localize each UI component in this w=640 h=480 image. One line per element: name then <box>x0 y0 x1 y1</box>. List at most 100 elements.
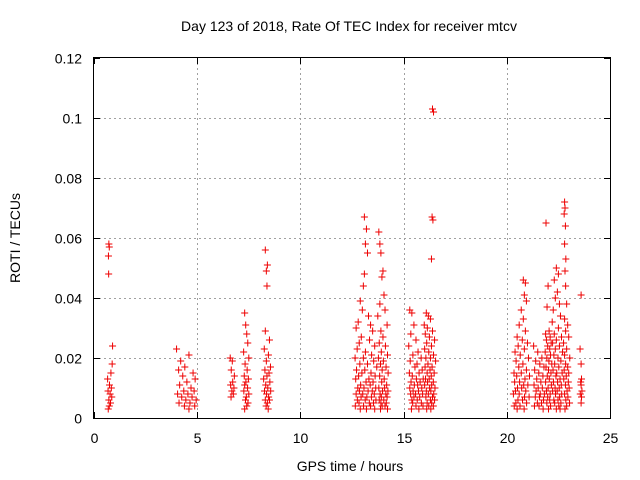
data-point <box>228 357 236 365</box>
data-point <box>227 366 235 374</box>
data-point <box>551 399 559 407</box>
data-point <box>421 363 429 371</box>
data-point <box>553 288 561 296</box>
data-point <box>513 333 521 341</box>
data-point <box>375 339 383 347</box>
data-point <box>551 345 559 353</box>
data-point <box>554 354 562 362</box>
data-point <box>382 399 390 407</box>
data-point <box>245 354 253 362</box>
data-point <box>563 345 571 353</box>
data-point <box>353 345 361 353</box>
data-point <box>360 213 368 221</box>
data-point <box>556 393 564 401</box>
data-point <box>369 399 377 407</box>
data-point <box>513 372 521 380</box>
data-point <box>577 360 585 368</box>
data-point <box>561 381 569 389</box>
data-point <box>520 405 528 413</box>
x-axis-label: GPS time / hours <box>297 458 404 474</box>
data-point <box>545 327 553 335</box>
data-point <box>362 405 370 413</box>
data-point <box>431 396 439 404</box>
data-point <box>543 399 551 407</box>
data-point <box>556 312 564 320</box>
data-point <box>550 351 558 359</box>
data-point <box>191 402 199 410</box>
data-point <box>361 240 369 248</box>
data-point <box>106 390 114 398</box>
data-point <box>263 261 271 269</box>
data-point <box>532 387 540 395</box>
data-point <box>535 402 543 410</box>
data-point <box>407 405 415 413</box>
data-point <box>187 384 195 392</box>
data-point <box>428 105 436 113</box>
data-point <box>525 393 533 401</box>
y-tick-label: 0.06 <box>55 231 82 247</box>
x-tick-label: 0 <box>91 430 99 446</box>
data-point <box>359 354 367 362</box>
data-point <box>261 366 269 374</box>
data-point <box>412 375 420 383</box>
data-point <box>424 360 432 368</box>
data-point <box>365 312 373 320</box>
data-point <box>566 354 574 362</box>
data-point <box>377 348 385 356</box>
data-point <box>265 393 273 401</box>
data-point <box>241 360 249 368</box>
data-point <box>104 375 112 383</box>
data-point <box>266 363 274 371</box>
y-tick-label: 0.1 <box>63 111 83 127</box>
data-point <box>240 348 248 356</box>
data-point <box>405 342 413 350</box>
data-point <box>377 249 385 257</box>
data-point <box>381 342 389 350</box>
data-point <box>521 327 529 335</box>
data-point <box>425 348 433 356</box>
data-point <box>561 267 569 275</box>
data-point <box>551 294 559 302</box>
data-point <box>358 306 366 314</box>
data-point <box>366 381 374 389</box>
data-point <box>549 339 557 347</box>
data-point <box>512 357 520 365</box>
data-point <box>426 315 434 323</box>
data-point <box>542 336 550 344</box>
data-point <box>549 306 557 314</box>
data-point <box>244 384 252 392</box>
data-point <box>576 345 584 353</box>
data-point <box>362 225 370 233</box>
data-point <box>359 390 367 398</box>
data-point <box>534 348 542 356</box>
data-point <box>566 399 574 407</box>
data-point <box>519 360 527 368</box>
data-point <box>265 336 273 344</box>
data-point <box>544 384 552 392</box>
data-point <box>361 396 369 404</box>
data-point <box>428 213 436 221</box>
data-point <box>560 210 568 218</box>
y-tick-label: 0.08 <box>55 171 82 187</box>
data-point <box>551 360 559 368</box>
data-point <box>379 357 387 365</box>
data-point <box>367 402 375 410</box>
data-point <box>513 405 521 413</box>
data-point <box>380 291 388 299</box>
data-point <box>355 387 363 395</box>
data-point <box>550 276 558 284</box>
data-point <box>523 399 531 407</box>
data-point <box>107 384 115 392</box>
data-point <box>230 372 238 380</box>
data-point <box>430 108 438 116</box>
data-point <box>412 336 420 344</box>
data-point <box>176 381 184 389</box>
data-point <box>423 339 431 347</box>
data-point <box>381 306 389 314</box>
data-point <box>370 357 378 365</box>
data-point <box>105 243 113 251</box>
data-point <box>432 357 440 365</box>
data-point <box>266 378 274 386</box>
data-point <box>242 393 250 401</box>
data-point <box>366 336 374 344</box>
